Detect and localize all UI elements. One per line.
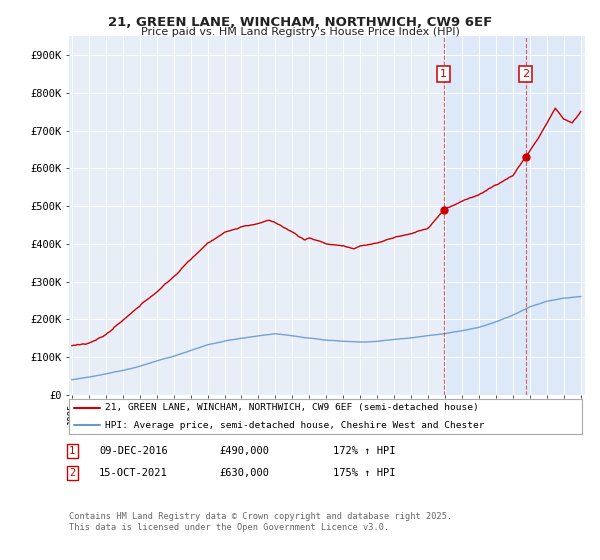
Text: £630,000: £630,000 [219, 468, 269, 478]
Text: £490,000: £490,000 [219, 446, 269, 456]
Bar [526, 36, 581, 395]
Text: 1: 1 [69, 446, 75, 456]
Text: 172% ↑ HPI: 172% ↑ HPI [333, 446, 395, 456]
Text: 2: 2 [69, 468, 75, 478]
Text: Price paid vs. HM Land Registry's House Price Index (HPI): Price paid vs. HM Land Registry's House … [140, 27, 460, 37]
Text: 15-OCT-2021: 15-OCT-2021 [99, 468, 168, 478]
Text: Contains HM Land Registry data © Crown copyright and database right 2025.
This d: Contains HM Land Registry data © Crown c… [69, 512, 452, 532]
Text: 175% ↑ HPI: 175% ↑ HPI [333, 468, 395, 478]
Text: 09-DEC-2016: 09-DEC-2016 [99, 446, 168, 456]
Text: HPI: Average price, semi-detached house, Cheshire West and Chester: HPI: Average price, semi-detached house,… [105, 421, 484, 430]
Text: 21, GREEN LANE, WINCHAM, NORTHWICH, CW9 6EF: 21, GREEN LANE, WINCHAM, NORTHWICH, CW9 … [108, 16, 492, 29]
Text: 1: 1 [440, 69, 447, 79]
Text: 21, GREEN LANE, WINCHAM, NORTHWICH, CW9 6EF (semi-detached house): 21, GREEN LANE, WINCHAM, NORTHWICH, CW9 … [105, 403, 479, 412]
Text: 2: 2 [522, 69, 529, 79]
Bar [443, 36, 526, 395]
